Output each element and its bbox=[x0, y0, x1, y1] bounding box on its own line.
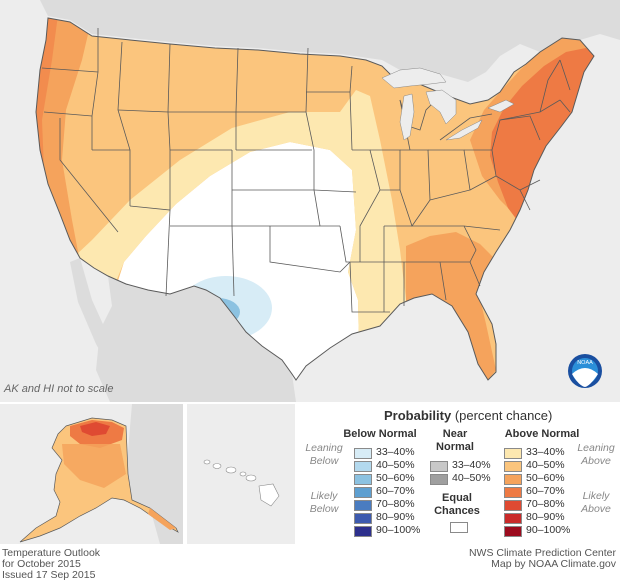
footer-title: Temperature Outlook bbox=[2, 547, 101, 559]
above-60-70-northeast bbox=[490, 48, 594, 224]
below-bin-swatch bbox=[354, 474, 372, 485]
near-bin-swatch bbox=[430, 461, 448, 472]
above-bin-swatch bbox=[504, 448, 522, 459]
above-bin-label: 90–100% bbox=[526, 524, 571, 536]
likely-below-label: Likely Below bbox=[309, 490, 339, 515]
legend: Probability (percent chance) Below Norma… bbox=[298, 404, 620, 544]
noaa-logo-text: NOAA bbox=[577, 360, 593, 366]
lake-superior bbox=[381, 67, 447, 89]
footer-credit: Map by NOAA Climate.gov bbox=[491, 558, 616, 570]
above-normal-heading: Above Normal bbox=[504, 428, 580, 440]
great-lakes bbox=[381, 67, 515, 141]
above-bin-swatch bbox=[504, 500, 522, 511]
below-bin-label: 80–90% bbox=[376, 511, 415, 523]
above-bin-label: 40–50% bbox=[526, 459, 565, 471]
below-bin-swatch bbox=[354, 513, 372, 524]
below-bin-label: 40–50% bbox=[376, 459, 415, 471]
above-bin-label: 70–80% bbox=[526, 498, 565, 510]
above-50-60-west bbox=[36, 18, 96, 268]
hawaii-islands bbox=[203, 459, 280, 507]
footer-issued: Issued 17 Sep 2015 bbox=[2, 569, 96, 581]
canada-landmass bbox=[0, 0, 620, 82]
legend-title-rest: (percent chance) bbox=[454, 408, 553, 423]
above-bin-label: 80–90% bbox=[526, 511, 565, 523]
above-bin-swatch bbox=[504, 513, 522, 524]
near-bin-swatch bbox=[430, 474, 448, 485]
lake-huron bbox=[425, 89, 457, 125]
legend-title: Probability (percent chance) bbox=[384, 408, 552, 423]
near-normal-heading: Near Normal bbox=[436, 428, 474, 453]
leaning-below-label: Leaning Below bbox=[305, 442, 343, 467]
footer-left: Temperature Outlook for October 2015 Iss… bbox=[2, 548, 100, 581]
likely-above-label: Likely Above bbox=[581, 490, 611, 515]
lake-michigan bbox=[399, 93, 415, 141]
footer-right: NWS Climate Prediction Center Map by NOA… bbox=[469, 548, 616, 570]
above-bin-label: 33–40% bbox=[526, 446, 565, 458]
leaning-above-label: Leaning Above bbox=[577, 442, 615, 467]
below-bin-swatch bbox=[354, 448, 372, 459]
legend-title-bold: Probability bbox=[384, 408, 452, 423]
below-normal-heading: Below Normal bbox=[343, 428, 417, 440]
alaska-50-60 bbox=[62, 444, 126, 488]
below-bin-label: 60–70% bbox=[376, 485, 415, 497]
lake-ontario bbox=[487, 99, 515, 113]
below-bin-label: 33–40% bbox=[376, 446, 415, 458]
below-bin-swatch bbox=[354, 487, 372, 498]
above-bin-label: 50–60% bbox=[526, 472, 565, 484]
above-bin-swatch bbox=[504, 461, 522, 472]
near-bin-label: 33–40% bbox=[452, 459, 491, 471]
mexico-landmass bbox=[96, 276, 296, 402]
alaska-panhandle bbox=[148, 508, 176, 530]
lake-erie bbox=[445, 119, 483, 141]
not-to-scale-note: AK and HI not to scale bbox=[3, 383, 113, 395]
alaska-70-80 bbox=[80, 422, 110, 436]
alaska-inset-map bbox=[0, 404, 183, 544]
below-bin-swatch bbox=[354, 526, 372, 537]
alaska-canada-landmass bbox=[126, 404, 183, 544]
hawaii-inset-map bbox=[187, 404, 295, 544]
above-bin-label: 60–70% bbox=[526, 485, 565, 497]
conus-outlook-map: NOAA AK and HI not to scale bbox=[0, 0, 620, 402]
below-bin-swatch bbox=[354, 461, 372, 472]
above-bin-swatch bbox=[504, 487, 522, 498]
above-bin-swatch bbox=[504, 526, 522, 537]
equal-chances-swatch bbox=[450, 522, 468, 533]
above-bin-swatch bbox=[504, 474, 522, 485]
footer-period: for October 2015 bbox=[2, 558, 81, 570]
equal-chances-heading: Equal Chances bbox=[434, 492, 480, 517]
below-bin-label: 70–80% bbox=[376, 498, 415, 510]
baja-peninsula bbox=[70, 258, 128, 382]
below-bin-label: 90–100% bbox=[376, 524, 421, 536]
below-bin-swatch bbox=[354, 500, 372, 511]
near-bin-label: 40–50% bbox=[452, 472, 491, 484]
footer-source: NWS Climate Prediction Center bbox=[468, 547, 616, 559]
noaa-logo: NOAA bbox=[568, 354, 602, 388]
below-bin-label: 50–60% bbox=[376, 472, 415, 484]
